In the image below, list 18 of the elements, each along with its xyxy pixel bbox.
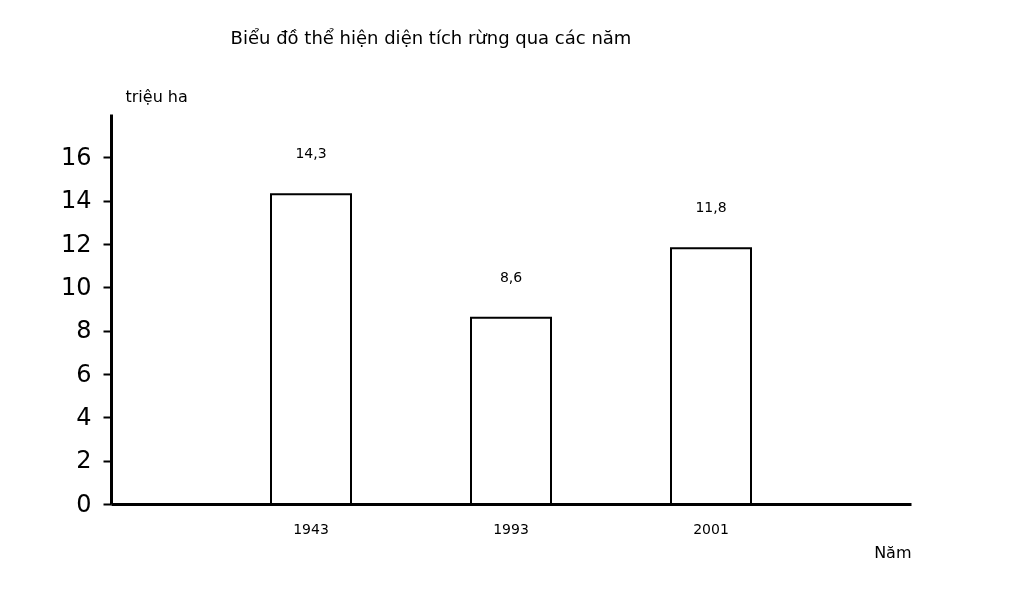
x-axis-title: Năm xyxy=(874,542,912,562)
y-tick-label: 8 xyxy=(76,316,92,345)
x-tick-label: 1943 xyxy=(293,520,329,537)
x-tick-label: 2001 xyxy=(693,520,729,537)
y-tick-label: 4 xyxy=(76,402,92,431)
y-tick-label: 0 xyxy=(76,489,92,518)
chart-title: Biểu đồ thể hiện diện tích rừng qua các năm xyxy=(230,27,632,48)
data-label: 14,3 xyxy=(295,145,327,162)
y-tick-label: 16 xyxy=(60,142,92,171)
y-tick-label: 10 xyxy=(60,272,92,301)
y-tick-label: 2 xyxy=(76,446,92,475)
x-tick-label: 1993 xyxy=(493,520,529,537)
y-tick-label: 14 xyxy=(60,186,92,215)
data-label: 11,8 xyxy=(695,199,727,216)
y-tick-label: 6 xyxy=(76,359,92,388)
data-label: 8,6 xyxy=(499,268,523,285)
y-tick-label: 12 xyxy=(60,229,92,258)
y-axis-title: triệu ha xyxy=(125,86,188,106)
